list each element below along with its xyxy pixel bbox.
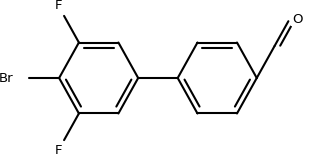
Text: O: O bbox=[292, 13, 302, 26]
Text: F: F bbox=[55, 0, 62, 12]
Text: F: F bbox=[55, 144, 62, 156]
Text: Br: Br bbox=[0, 71, 13, 85]
